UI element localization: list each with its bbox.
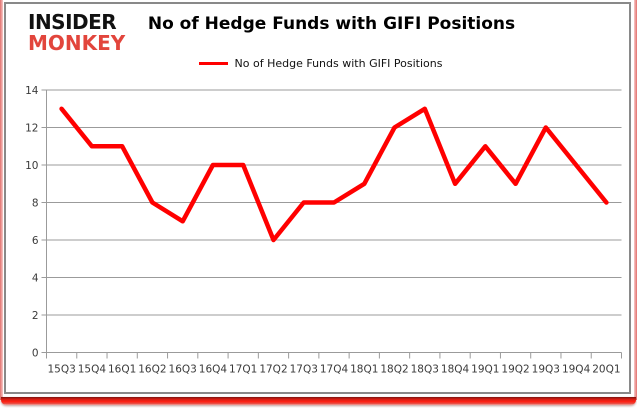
- x-axis-label: 18Q3: [411, 364, 439, 376]
- chart-panel: INSIDER MONKEY No of Hedge Funds with GI…: [4, 2, 631, 394]
- x-axis-label: 18Q1: [350, 364, 378, 376]
- x-axis-label: 19Q2: [501, 364, 529, 376]
- frame-right-border: [634, 0, 637, 400]
- logo-monkey-text: MONKEY: [28, 31, 126, 55]
- y-axis-label: 14: [25, 85, 39, 97]
- chart-title: No of Hedge Funds with GIFI Positions: [147, 14, 516, 34]
- x-axis-label: 16Q2: [138, 364, 166, 376]
- insider-monkey-logo: INSIDER MONKEY: [28, 12, 125, 53]
- x-axis-label: 16Q4: [199, 364, 228, 376]
- y-axis-label: 4: [32, 273, 39, 285]
- y-axis-label: 2: [32, 310, 39, 322]
- x-axis-label: 19Q3: [532, 364, 560, 376]
- y-axis-label: 6: [32, 235, 39, 247]
- legend-label: No of Hedge Funds with GIFI Positions: [234, 57, 443, 70]
- y-axis-label: 10: [25, 160, 38, 172]
- x-axis-label: 16Q3: [169, 364, 197, 376]
- x-axis-label: 17Q3: [290, 364, 318, 376]
- frame-bottom-border: [1, 397, 636, 405]
- legend-line-swatch: [198, 62, 228, 65]
- x-axis-label: 17Q1: [229, 364, 257, 376]
- x-axis-label: 19Q4: [562, 364, 591, 376]
- x-axis-label: 18Q4: [441, 364, 470, 376]
- frame-left-border: [0, 0, 3, 400]
- x-axis-label: 19Q1: [471, 364, 499, 376]
- x-axis-label: 16Q1: [108, 364, 136, 376]
- x-axis-label: 15Q4: [78, 364, 107, 376]
- x-axis-label: 17Q2: [259, 364, 287, 376]
- logo-insider-text: INSIDER: [28, 10, 117, 34]
- x-axis-label: 17Q4: [320, 364, 349, 376]
- x-axis-label: 18Q2: [380, 364, 408, 376]
- y-axis-label: 8: [32, 198, 39, 210]
- x-axis-label: 15Q3: [47, 364, 75, 376]
- x-axis-label: 20Q1: [592, 364, 620, 376]
- y-axis-label: 12: [25, 123, 38, 135]
- series-line: [59, 106, 609, 243]
- legend: No of Hedge Funds with GIFI Positions: [12, 57, 629, 70]
- y-axis-label: 0: [32, 348, 39, 360]
